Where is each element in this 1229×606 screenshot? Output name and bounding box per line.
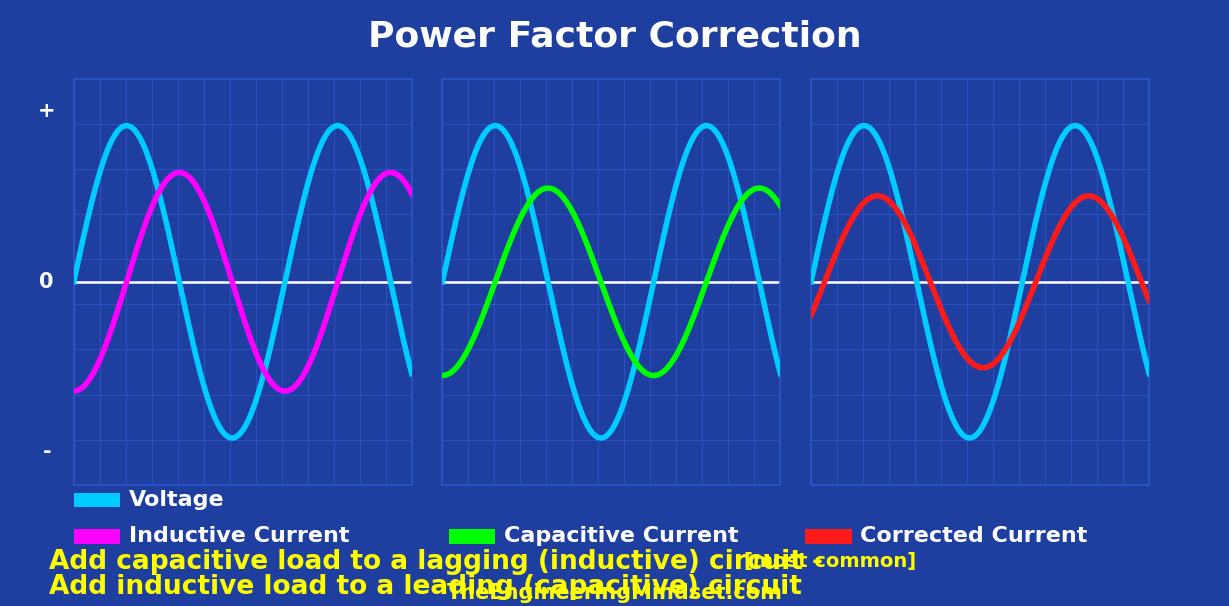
Text: Add inductive load to a leading (capacitive) circuit: Add inductive load to a leading (capacit… — [49, 574, 803, 599]
Text: 0: 0 — [39, 271, 54, 292]
Text: Power Factor Correction: Power Factor Correction — [367, 19, 862, 53]
Text: TheEngineeringMindset.com: TheEngineeringMindset.com — [446, 583, 783, 603]
Text: +: + — [38, 101, 55, 121]
Text: [most common]: [most common] — [744, 552, 916, 571]
Text: -: - — [42, 442, 52, 462]
Text: Corrected Current: Corrected Current — [860, 526, 1088, 547]
Text: Inductive Current: Inductive Current — [129, 526, 349, 547]
Text: Add capacitive load to a lagging (inductive) circuit -: Add capacitive load to a lagging (induct… — [49, 549, 832, 574]
Text: Capacitive Current: Capacitive Current — [504, 526, 739, 547]
Text: Voltage: Voltage — [129, 490, 225, 510]
